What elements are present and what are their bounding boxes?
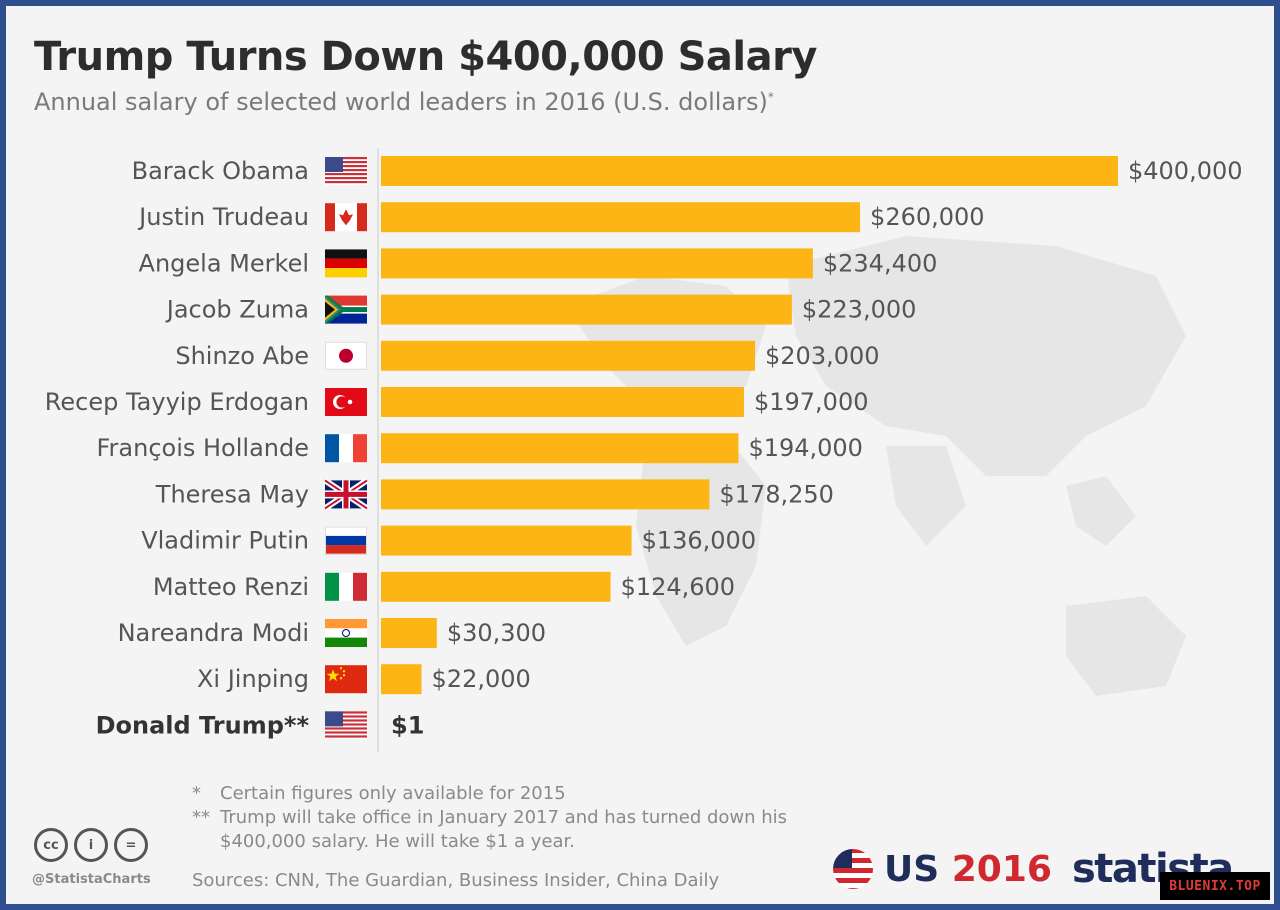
- footnote-2-text: Trump will take office in January 2017 a…: [220, 807, 788, 852]
- watermark: BLUENIX.TOP: [1160, 872, 1270, 900]
- bar: [381, 433, 739, 464]
- category-label: Donald Trump**: [96, 711, 310, 739]
- value-label: $178,250: [719, 480, 834, 508]
- subtitle-text: Annual salary of selected world leaders …: [34, 88, 768, 116]
- footnote-1-mark: *: [192, 783, 201, 804]
- footnotes: * Certain figures only available for 201…: [192, 782, 820, 854]
- value-label: $260,000: [870, 203, 985, 231]
- value-label: $22,000: [432, 665, 531, 693]
- subtitle-footnote-mark: *: [767, 90, 774, 104]
- category-label: Matteo Renzi: [153, 573, 309, 601]
- bar: [381, 248, 813, 279]
- cc-icon: cc: [34, 828, 68, 862]
- value-label: $197,000: [754, 388, 869, 416]
- category-label: Xi Jinping: [197, 665, 309, 693]
- bar: [381, 340, 756, 371]
- page-title: Trump Turns Down $400,000 Salary: [34, 34, 817, 80]
- flag-japan-icon: [325, 341, 367, 370]
- infographic-frame: Trump Turns Down $400,000 Salary Annual …: [6, 6, 1274, 904]
- no-derivatives-icon: =: [114, 828, 148, 862]
- value-label: $400,000: [1128, 157, 1243, 185]
- flag-turkey-icon: [325, 388, 367, 416]
- category-label: Jacob Zuma: [165, 296, 309, 324]
- value-label: $30,300: [447, 619, 546, 647]
- us-2016-badge: US 2016: [832, 848, 1052, 890]
- us-2016-label: US 2016: [884, 849, 1052, 890]
- flag-india-icon: [325, 619, 367, 647]
- category-label: Barack Obama: [132, 157, 309, 185]
- category-label: Recep Tayyip Erdogan: [45, 388, 309, 416]
- bar: [381, 618, 437, 648]
- category-label: François Hollande: [96, 434, 309, 462]
- value-label: $234,400: [823, 249, 938, 277]
- creative-commons-badges: cc i =: [34, 828, 148, 862]
- bar: [381, 156, 1118, 186]
- bar: [381, 294, 792, 325]
- world-map-background: [566, 236, 1186, 696]
- flag-uk-icon: [323, 477, 369, 511]
- bar: [381, 664, 422, 695]
- flag-france-icon: [325, 434, 367, 463]
- flag-italy-icon: [325, 572, 367, 601]
- value-label: $194,000: [748, 434, 863, 462]
- category-label: Justin Trudeau: [137, 203, 309, 231]
- bar: [381, 479, 710, 510]
- value-label: $136,000: [642, 527, 757, 555]
- flag-russia-icon: [325, 526, 367, 555]
- attribution-icon: i: [74, 828, 108, 862]
- category-label: Theresa May: [155, 480, 309, 508]
- category-label: Nareandra Modi: [118, 619, 309, 647]
- statista-handle: @StatistaCharts: [32, 872, 151, 887]
- page-subtitle: Annual salary of selected world leaders …: [34, 88, 774, 116]
- flag-us-icon: [325, 157, 367, 185]
- sources-line: Sources: CNN, The Guardian, Business Ins…: [192, 870, 720, 891]
- bar: [381, 202, 861, 233]
- value-label: $203,000: [765, 342, 880, 370]
- value-label: $124,600: [621, 573, 736, 601]
- footnote-2: ** Trump will take office in January 201…: [192, 806, 820, 854]
- category-label: Angela Merkel: [139, 249, 309, 277]
- flag-germany-icon: [325, 249, 367, 278]
- bar: [381, 387, 744, 417]
- bar: [381, 525, 632, 556]
- year-label: 2016: [951, 848, 1052, 890]
- us-flag-globe-icon: [833, 849, 873, 889]
- footnote-2-mark: **: [192, 807, 210, 828]
- category-label: Vladimir Putin: [141, 527, 309, 555]
- flag-south-africa-icon: [325, 295, 367, 324]
- flag-china-icon: [325, 665, 367, 694]
- us-label: US: [884, 848, 940, 890]
- category-label: Shinzo Abe: [175, 342, 309, 370]
- salary-bar-chart: Barack Obama $400,000 Justin Trudeau $260,0…: [45, 148, 1243, 753]
- footnote-1-text: Certain figures only available for 2015: [220, 783, 566, 804]
- bar: [381, 571, 611, 602]
- value-label: $1: [391, 711, 424, 739]
- flag-us-icon: [325, 711, 367, 740]
- value-label: $223,000: [802, 296, 917, 324]
- flag-canada-icon: [325, 203, 367, 232]
- footnote-1: * Certain figures only available for 201…: [192, 782, 820, 806]
